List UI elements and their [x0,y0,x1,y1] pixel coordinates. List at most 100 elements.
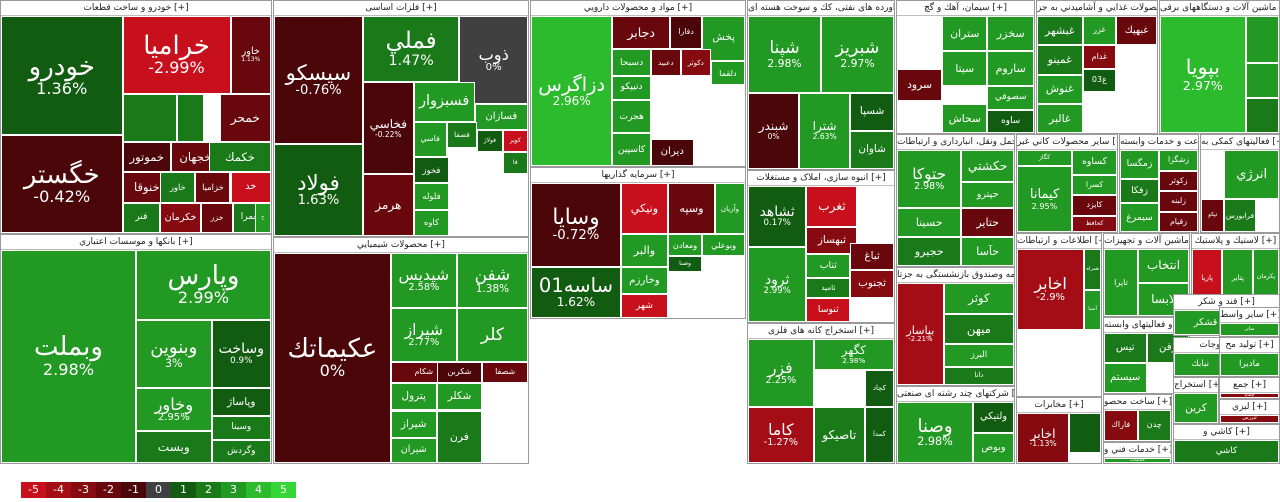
stock-tile[interactable]: تاپرا [1104,249,1138,316]
sector-title[interactable]: ماشين آلات و دستگاههای برقی [+] [1160,1,1279,16]
stock-tile[interactable]: چكاپا [1220,393,1279,398]
sector-panel[interactable]: ساير محصولات كاني غير [+] كساوه كگاز كسرا كي… [1016,134,1118,233]
stock-tile[interactable]: ثغرب [806,186,858,227]
stock-tile[interactable] [1245,16,1279,63]
stock-tile[interactable] [1245,62,1279,98]
stock-tile[interactable]: والبر [620,234,668,267]
stock-tile[interactable]: كسرا [1072,174,1117,196]
sector-panel[interactable]: شرکتهای چند رشته ای صنعتی [+]وصنا2.98%ول… [896,386,1015,464]
stock-tile[interactable]: ساير [1220,323,1279,336]
stock-tile[interactable]: غ03 [1082,68,1117,93]
stock-tile[interactable]: غزر [1082,16,1117,46]
stock-tile[interactable]: سصوفي [987,86,1034,110]
stock-tile[interactable]: شيراز 2.77% [390,307,457,363]
stock-tile[interactable]: فاراك [1104,410,1138,441]
stock-tile[interactable]: كچاد [864,370,894,408]
stock-tile[interactable]: خاور 1.13% [230,16,271,95]
stock-tile[interactable]: كاوه [413,209,450,236]
sector-title[interactable]: بانكها و موسسات اعتباري [+] [1,235,271,250]
stock-tile[interactable]: فا [502,152,528,175]
stock-tile[interactable]: ثنوسا [806,297,851,322]
sector-panel[interactable]: سيمان، آهك و گچ [+] ستران سخزر ساروم سيتا سرو… [896,0,1035,134]
sector-title[interactable]: استخراج كانه های فلزی [+] [748,324,894,339]
stock-tile[interactable]: وصنا 2.98% [897,402,974,463]
stock-tile[interactable]: دكوثر [680,49,711,76]
sector-panel[interactable]: خدمات فني و [+] خدمات [1103,442,1172,464]
stock-tile[interactable]: خزاميا [195,172,231,203]
stock-tile[interactable]: خاور [160,172,196,203]
stock-tile[interactable]: فسبزوار [413,82,475,122]
stock-tile[interactable]: سحاش [942,103,988,133]
stock-tile[interactable]: وبست [136,431,212,463]
stock-tile[interactable]: وصنا [667,255,703,273]
stock-tile[interactable]: شكربن [436,362,483,384]
stock-tile[interactable]: دتيپكو [612,76,651,100]
stock-tile[interactable]: دفارا [670,16,703,49]
stock-tile[interactable]: خد [230,172,271,203]
stock-tile[interactable]: حتاير [961,208,1014,237]
stock-tile[interactable]: كمدا [864,407,894,463]
stock-tile[interactable]: فسازان [474,104,528,131]
stock-tile[interactable]: ومعادن [667,234,703,256]
stock-tile[interactable]: شبندر 0% [748,92,800,169]
stock-tile[interactable]: شيران [390,437,437,463]
sector-title[interactable]: سرمايه گذاريها [+] [531,168,745,183]
stock-tile[interactable]: كاشي [1174,440,1279,463]
stock-tile[interactable]: كايزد [1072,195,1117,216]
sector-title[interactable]: فعاليتهای كمكی به [+] [1201,135,1279,150]
stock-tile[interactable]: انرژي [1224,150,1279,200]
sector-title[interactable]: توليد مح [+] [1220,338,1279,353]
stock-tile[interactable]: ثباغ [850,243,894,271]
sector-title[interactable]: حمل ونقل، انبارداری و ارتباطات [+] [897,135,1014,150]
stock-tile[interactable]: سيتا [942,51,988,87]
stock-tile[interactable]: ثبهساز [806,226,858,254]
stock-tile[interactable]: تپكو [1201,199,1225,232]
stock-tile[interactable]: كگهر 2.98% [813,339,894,370]
stock-tile[interactable]: حسينا [897,208,962,237]
stock-tile[interactable]: خ [254,202,271,233]
sector-title[interactable]: ساخت محصو [+] [1104,395,1171,410]
stock-tile[interactable]: بپويا 2.97% [1160,16,1246,133]
sector-panel[interactable]: توليد مح [+] ماديرا [1219,337,1280,377]
stock-tile[interactable]: فصفا [446,121,478,148]
stock-tile[interactable]: خكرمان [160,202,201,233]
stock-tile[interactable]: اخابر -2.9% [1017,249,1085,330]
stock-tile[interactable]: فلوله [413,183,450,210]
stock-tile[interactable]: پترول [390,383,437,411]
stock-tile[interactable]: چدن [1137,410,1171,441]
sector-title[interactable]: فراورده های نفتی، كك و سوخت هسته ای [+] [748,1,894,16]
stock-tile[interactable]: تاصيكو [813,407,865,463]
sector-title[interactable]: ساير محصولات كاني غير [+] [1017,135,1117,150]
stock-tile[interactable]: خدمات [1104,458,1171,463]
stock-tile[interactable]: سخزر [987,16,1034,52]
stock-tile[interactable]: دانا [943,366,1014,385]
sector-panel[interactable]: سرمايه گذاريها [+] وسايا -0.72% ونيكي وسپه وآ… [530,167,746,319]
sector-title[interactable]: زراعت و خدمات وابسته [+] [1120,135,1198,150]
stock-tile[interactable]: خودرو 1.36% [1,16,123,136]
stock-tile[interactable]: زشگزا [1159,150,1198,171]
stock-tile[interactable]: ثشاهد 0.17% [748,186,807,248]
stock-tile[interactable]: زمگسا [1120,150,1159,179]
stock-tile[interactable]: خزر [200,202,234,233]
stock-tile[interactable]: فزر 2.25% [748,339,814,408]
stock-tile[interactable]: كگاز [1017,150,1072,167]
stock-tile[interactable]: كيمانا 2.95% [1017,166,1072,232]
stock-tile[interactable]: شهر [620,293,668,318]
stock-tile[interactable] [176,94,204,142]
stock-tile[interactable]: خموتور [122,141,172,173]
stock-tile[interactable]: وبوص [973,432,1014,463]
sector-title[interactable]: فلزات اساسی [+] [274,1,528,16]
sector-title[interactable]: كاشي و [+] [1174,425,1279,440]
stock-tile[interactable]: كاسپين [612,133,651,166]
stock-tile[interactable]: فرن [436,410,483,463]
stock-tile[interactable]: وساخت 0.9% [211,320,271,389]
stock-tile[interactable]: غبهپك [1116,16,1157,46]
stock-tile[interactable]: هجرت [612,100,651,133]
stock-tile[interactable]: دسبحا [612,49,651,76]
stock-tile[interactable]: فملي 1.47% [362,16,460,82]
sector-title[interactable]: محصولات شيميايي [+] [274,238,528,253]
stock-tile[interactable]: حتوكا 2.98% [897,150,962,208]
stock-tile[interactable]: ماديرا [1220,353,1279,376]
stock-tile[interactable]: ونيكي [620,183,668,235]
sector-title[interactable]: خودرو و ساخت قطعات [+] [1,1,271,16]
